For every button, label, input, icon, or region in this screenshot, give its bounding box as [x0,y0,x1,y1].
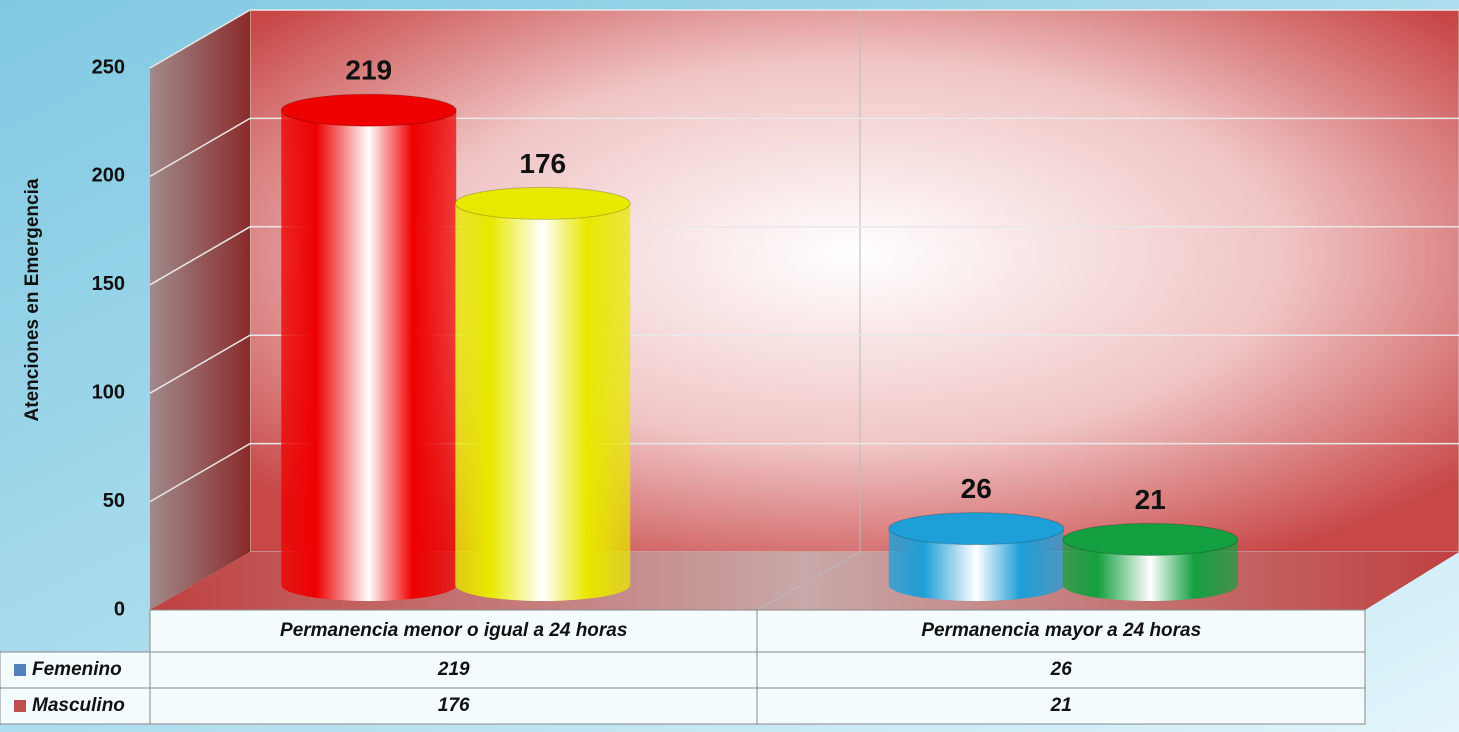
bar [281,110,457,601]
legend-swatch [14,664,26,676]
bar-top [280,93,457,127]
table-value: 219 [437,659,470,680]
grid-line [149,226,1459,286]
divider [756,551,861,611]
legend-label: Femenino [32,659,122,680]
table-value: 26 [1050,659,1073,680]
data-label: 21 [1135,484,1166,515]
y-tick-label: 250 [92,56,125,78]
y-tick-label: 200 [92,165,125,187]
bar-top [888,512,1065,546]
category-label: Permanencia menor o igual a 24 horas [280,620,627,641]
bar [1062,539,1238,601]
data-label: 176 [519,148,566,179]
bar [888,528,1064,601]
category-label: Permanencia mayor a 24 horas [921,620,1201,641]
bar-top [454,186,631,220]
y-tick-label: 100 [92,381,125,403]
legend-label: Masculino [32,695,125,716]
data-label: 219 [345,55,392,86]
y-tick-label: 150 [92,273,125,295]
grid-line [149,442,1459,503]
grid-line [149,9,1459,69]
data-table: Permanencia menor o igual a 24 horas 219 1… [0,609,1366,725]
table-value: 176 [438,695,470,716]
bar [455,203,631,601]
bar-top [1062,522,1239,556]
y-axis-title: Atenciones en Emergencia [22,178,43,421]
grid-line [149,117,1459,178]
y-tick-label: 0 [114,598,125,620]
grid-line [149,334,1459,394]
legend-swatch [14,700,26,712]
table-value: 21 [1050,695,1072,716]
data-label: 26 [961,473,992,504]
y-tick-label: 50 [103,490,125,512]
side-wall [150,10,250,610]
